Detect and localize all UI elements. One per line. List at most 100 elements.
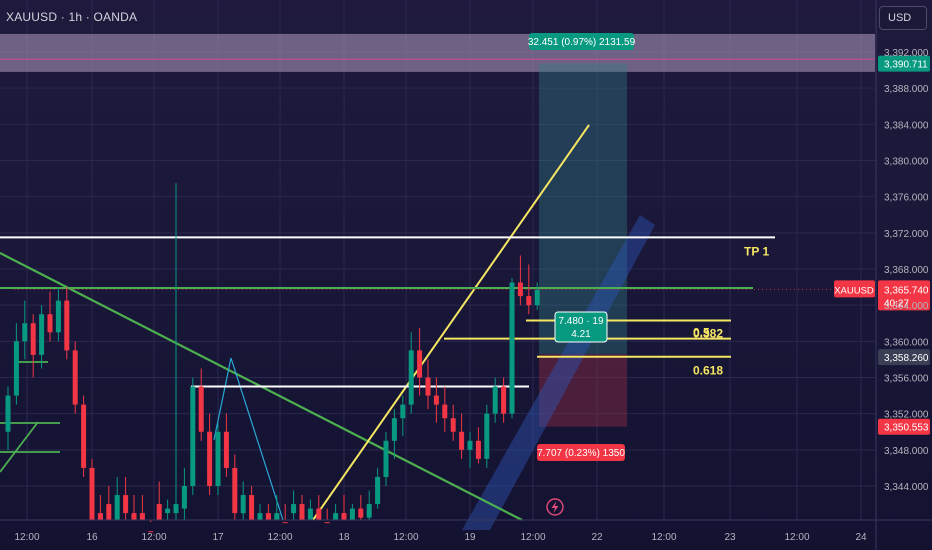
candle-body [13, 341, 19, 396]
candle-body [207, 431, 213, 486]
candle-body [450, 418, 456, 432]
candle-body [156, 504, 162, 520]
candle-body [324, 522, 330, 524]
triangle-line [230, 357, 284, 521]
y-tick-label: 3,352.000 [884, 410, 929, 421]
countdown-label: 40:27 [884, 298, 909, 309]
candle-body [408, 350, 414, 405]
candles [5, 183, 540, 533]
candle-body [223, 431, 229, 468]
candle-body [106, 504, 112, 520]
y-tick-label: 3,360.000 [884, 337, 929, 348]
x-tick-label: 16 [86, 532, 98, 543]
lightning-bolt [551, 501, 559, 513]
symbol-label-bg [834, 280, 875, 298]
grid [0, 0, 875, 520]
candle-body [459, 431, 465, 450]
candle-body [501, 386, 507, 414]
candle-body [22, 323, 28, 342]
target-label-bg [529, 33, 634, 50]
candle-body [64, 300, 70, 351]
price-label-bg [878, 349, 930, 366]
resistance-zone [0, 33, 875, 72]
candle-body [97, 513, 103, 520]
candle-body [341, 513, 347, 520]
lightning-alert-icon [546, 498, 564, 516]
ratio-value: 4.21 [571, 329, 591, 340]
candle-body [526, 296, 532, 306]
y-tick-label: 3,368.000 [884, 265, 929, 276]
price-label-bg [878, 418, 930, 435]
candle-body [274, 513, 280, 520]
x-tick-label: 12:00 [651, 532, 676, 543]
x-tick-label: 17 [212, 532, 224, 543]
candle-body [366, 504, 372, 518]
y-tick-label: 3,372.000 [884, 229, 929, 240]
candle-body [114, 495, 120, 520]
candle-body [307, 508, 313, 520]
candle-body [72, 350, 78, 405]
level-label: TP 1 [744, 244, 769, 258]
candle-body [215, 431, 221, 486]
candle-body [517, 282, 523, 297]
fib-label: 0.382 [693, 327, 723, 341]
currency-button[interactable]: USD [879, 6, 927, 30]
candle-body [299, 504, 305, 520]
x-tick-label: 12:00 [141, 532, 166, 543]
candle-body [81, 404, 87, 468]
x-tick-label: 12:00 [267, 532, 292, 543]
candle-body [417, 350, 423, 378]
candle-body [333, 513, 339, 520]
candle-body [55, 300, 61, 333]
candle-body [249, 495, 255, 520]
candle-body [282, 522, 288, 524]
candle-body [47, 314, 53, 333]
price-label-bg [878, 55, 930, 72]
candle-body [291, 504, 297, 514]
channel-band [462, 215, 655, 530]
x-tick-label: 12:00 [784, 532, 809, 543]
candle-body [198, 386, 204, 432]
x-tick-label: 12:00 [520, 532, 545, 543]
ratio-box [554, 311, 608, 343]
symbol-title: XAUUSD · 1h · OANDA [6, 10, 138, 24]
y-tick-label: 3,384.000 [884, 120, 929, 131]
fib-label: 0.618 [693, 364, 723, 378]
candle-body [442, 404, 448, 419]
target-zone [539, 63, 627, 354]
candle-body [190, 386, 196, 486]
small-trendline [0, 421, 39, 473]
candle-body [467, 440, 473, 450]
candle-body [358, 508, 364, 518]
y-tick-label: 3,380.000 [884, 157, 929, 168]
stop-label: 7.707 (0.23%) 1350 [537, 448, 625, 459]
x-tick-label: 24 [855, 532, 867, 543]
drawings [0, 124, 875, 521]
candle-body [123, 495, 129, 514]
candle-body [484, 413, 490, 459]
candle-body [433, 395, 439, 405]
candle-body [534, 289, 540, 306]
y-tick-label: 3,364.000 [884, 301, 929, 312]
candle-body [30, 323, 36, 355]
candle-body [400, 404, 406, 419]
target-label: 32.451 (0.97%) 2131.59 [528, 37, 636, 48]
stop-zone [539, 353, 627, 427]
candle-body [165, 508, 171, 514]
candle-body [375, 476, 381, 505]
x-tick-label: 23 [724, 532, 736, 543]
y-tick-label: 3,356.000 [884, 374, 929, 385]
candle-body [509, 282, 515, 414]
current-price-bg [878, 280, 930, 311]
candle-body [316, 508, 322, 520]
ascending-trendline [312, 124, 590, 521]
current-price-label: 3,365.740 [884, 285, 929, 296]
candle-body [265, 513, 271, 520]
price-label: 3,350.553 [884, 423, 929, 434]
x-tick-label: 12:00 [14, 532, 39, 543]
symbol-label: XAUUSD [834, 285, 874, 296]
y-tick-label: 3,344.000 [884, 482, 929, 493]
zones [0, 33, 875, 530]
